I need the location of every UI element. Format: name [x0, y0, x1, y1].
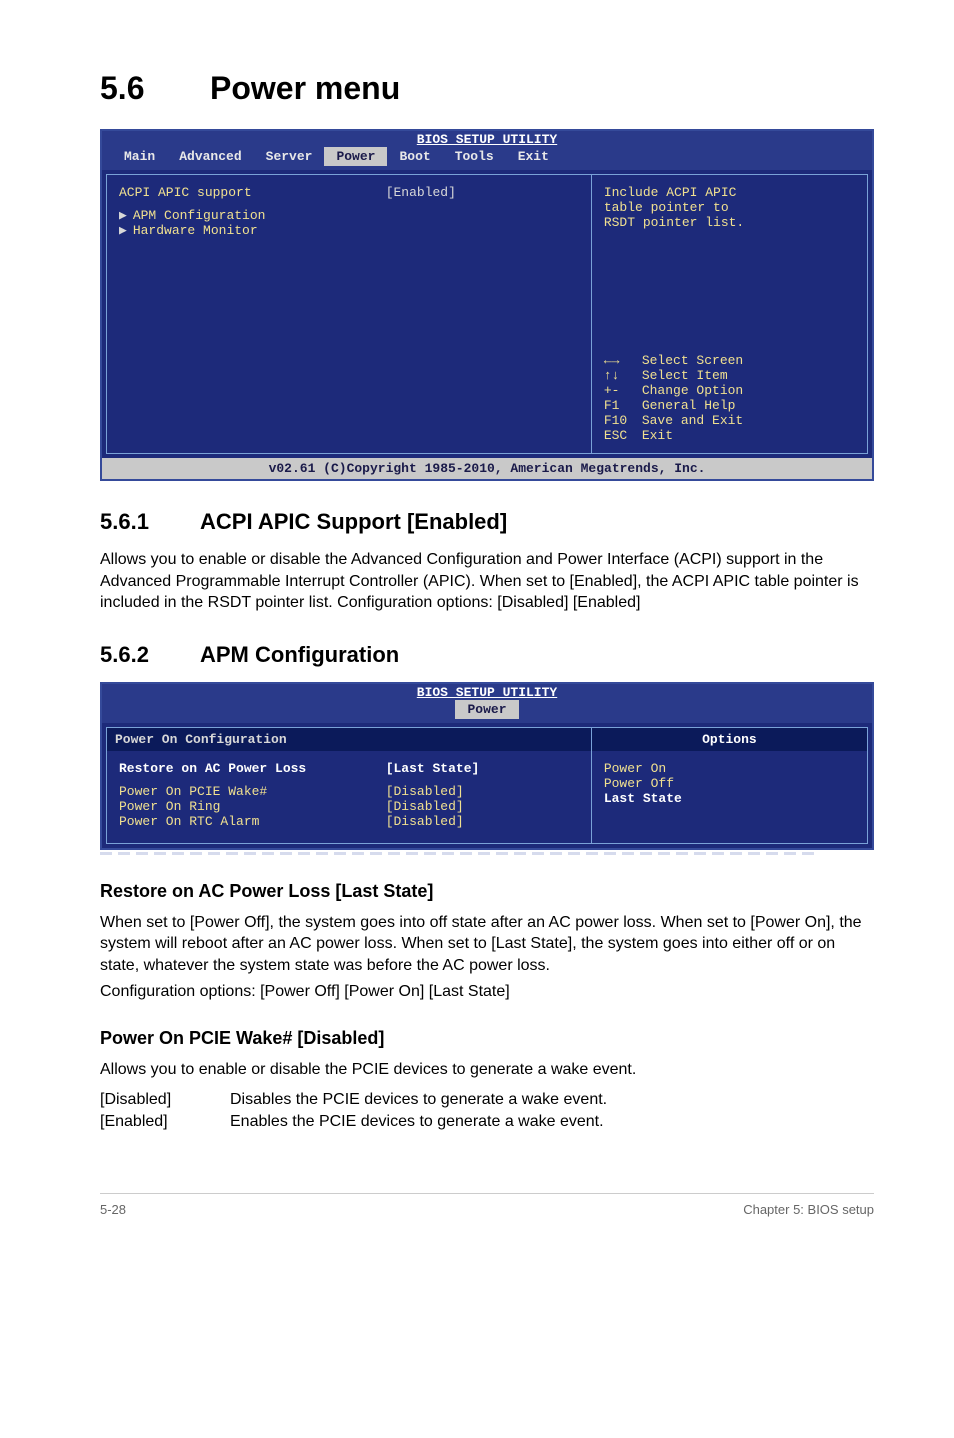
bios-menubar: BIOS SETUP UTILITY Power: [102, 684, 872, 723]
subsection-title: APM Configuration: [200, 642, 399, 667]
power-on-ring-label: Power On Ring: [119, 799, 386, 814]
bios-menubar: BIOS SETUP UTILITY Main Advanced Server …: [102, 131, 872, 170]
subsection-title: ACPI APIC Support [Enabled]: [200, 509, 507, 534]
page-number: 5-28: [100, 1202, 126, 1217]
subsection-number: 5.6.2: [100, 642, 200, 668]
apm-config-label: APM Configuration: [133, 208, 266, 223]
key-desc: Save and Exit: [642, 413, 743, 428]
tab-power[interactable]: Power: [324, 147, 387, 166]
key-f10: F10: [604, 413, 642, 428]
option-key: [Disabled]: [100, 1089, 230, 1111]
row-restore-ac[interactable]: Restore on AC Power Loss [Last State]: [119, 761, 579, 776]
acpi-apic-value: [Enabled]: [386, 185, 456, 200]
option-last-state[interactable]: Last State: [604, 791, 855, 806]
tab-main[interactable]: Main: [112, 147, 167, 166]
pcie-wake-body: Allows you to enable or disable the PCIE…: [100, 1059, 874, 1081]
key-plusminus: +-: [604, 383, 642, 398]
pcie-wake-heading: Power On PCIE Wake# [Disabled]: [100, 1028, 874, 1049]
tab-advanced[interactable]: Advanced: [167, 147, 253, 166]
rtc-alarm-value: [Disabled]: [386, 814, 464, 829]
acpi-apic-label: ACPI APIC support: [119, 185, 386, 200]
bios-screenshot-power-menu: BIOS SETUP UTILITY Main Advanced Server …: [100, 129, 874, 481]
option-power-off[interactable]: Power Off: [604, 776, 855, 791]
tab-power[interactable]: Power: [455, 700, 518, 719]
pcie-options-table: [Disabled] Disables the PCIE devices to …: [100, 1089, 607, 1133]
options-header: Options: [592, 728, 867, 751]
panel-subheader: Power On Configuration: [107, 728, 591, 751]
section-title-text: Power menu: [210, 70, 400, 106]
triangle-icon: ▶: [119, 208, 127, 223]
bios-footer: v02.61 (C)Copyright 1985-2010, American …: [102, 458, 872, 479]
table-row: [Disabled] Disables the PCIE devices to …: [100, 1089, 607, 1111]
bios-title: BIOS SETUP UTILITY: [417, 132, 557, 147]
key-desc: Select Item: [642, 368, 728, 383]
key-esc: ESC: [604, 428, 642, 443]
hardware-monitor-label: Hardware Monitor: [133, 223, 258, 238]
page-title: 5.6Power menu: [100, 70, 874, 107]
bios-title: BIOS SETUP UTILITY: [417, 685, 557, 700]
option-desc: Disables the PCIE devices to generate a …: [230, 1089, 607, 1111]
help-text: Include ACPI APIC table pointer to RSDT …: [604, 185, 855, 230]
row-pcie-wake[interactable]: Power On PCIE Wake# [Disabled]: [119, 784, 579, 799]
help-line: table pointer to: [604, 200, 855, 215]
key-desc: Select Screen: [642, 353, 743, 368]
restore-ac-body: When set to [Power Off], the system goes…: [100, 912, 874, 977]
row-hardware-monitor[interactable]: ▶ Hardware Monitor: [119, 223, 579, 238]
row-rtc-alarm[interactable]: Power On RTC Alarm [Disabled]: [119, 814, 579, 829]
tab-tools[interactable]: Tools: [443, 147, 506, 166]
restore-ac-heading: Restore on AC Power Loss [Last State]: [100, 881, 874, 902]
pcie-wake-value: [Disabled]: [386, 784, 464, 799]
subsection-number: 5.6.1: [100, 509, 200, 535]
help-keys: ←→Select Screen ↑↓Select Item +-Change O…: [604, 353, 855, 443]
subsection-561-heading: 5.6.1ACPI APIC Support [Enabled]: [100, 509, 874, 535]
pcie-wake-label: Power On PCIE Wake#: [119, 784, 386, 799]
key-desc: Exit: [642, 428, 673, 443]
rtc-alarm-label: Power On RTC Alarm: [119, 814, 386, 829]
option-power-on[interactable]: Power On: [604, 761, 855, 776]
restore-ac-options: Configuration options: [Power Off] [Powe…: [100, 981, 874, 1003]
subsection-561-body: Allows you to enable or disable the Adva…: [100, 549, 874, 614]
chapter-label: Chapter 5: BIOS setup: [743, 1202, 874, 1217]
help-line: RSDT pointer list.: [604, 215, 855, 230]
page-footer: 5-28 Chapter 5: BIOS setup: [100, 1193, 874, 1217]
option-key: [Enabled]: [100, 1111, 230, 1133]
section-number: 5.6: [100, 70, 210, 107]
power-on-ring-value: [Disabled]: [386, 799, 464, 814]
triangle-icon: ▶: [119, 223, 127, 238]
bios-screenshot-apm-config: BIOS SETUP UTILITY Power Power On Config…: [100, 682, 874, 850]
restore-ac-value: [Last State]: [386, 761, 480, 776]
key-arrows-lr: ←→: [604, 353, 642, 368]
key-desc: General Help: [642, 398, 736, 413]
row-apm-configuration[interactable]: ▶ APM Configuration: [119, 208, 579, 223]
tab-boot[interactable]: Boot: [387, 147, 442, 166]
key-f1: F1: [604, 398, 642, 413]
subsection-562-heading: 5.6.2APM Configuration: [100, 642, 874, 668]
restore-ac-label: Restore on AC Power Loss: [119, 761, 386, 776]
key-arrows-ud: ↑↓: [604, 368, 642, 383]
torn-edge-icon: [100, 852, 874, 855]
table-row: [Enabled] Enables the PCIE devices to ge…: [100, 1111, 607, 1133]
help-line: Include ACPI APIC: [604, 185, 855, 200]
option-desc: Enables the PCIE devices to generate a w…: [230, 1111, 607, 1133]
row-acpi-apic-support[interactable]: ACPI APIC support [Enabled]: [119, 185, 579, 200]
tab-exit[interactable]: Exit: [506, 147, 561, 166]
row-power-on-ring[interactable]: Power On Ring [Disabled]: [119, 799, 579, 814]
tab-server[interactable]: Server: [254, 147, 325, 166]
key-desc: Change Option: [642, 383, 743, 398]
